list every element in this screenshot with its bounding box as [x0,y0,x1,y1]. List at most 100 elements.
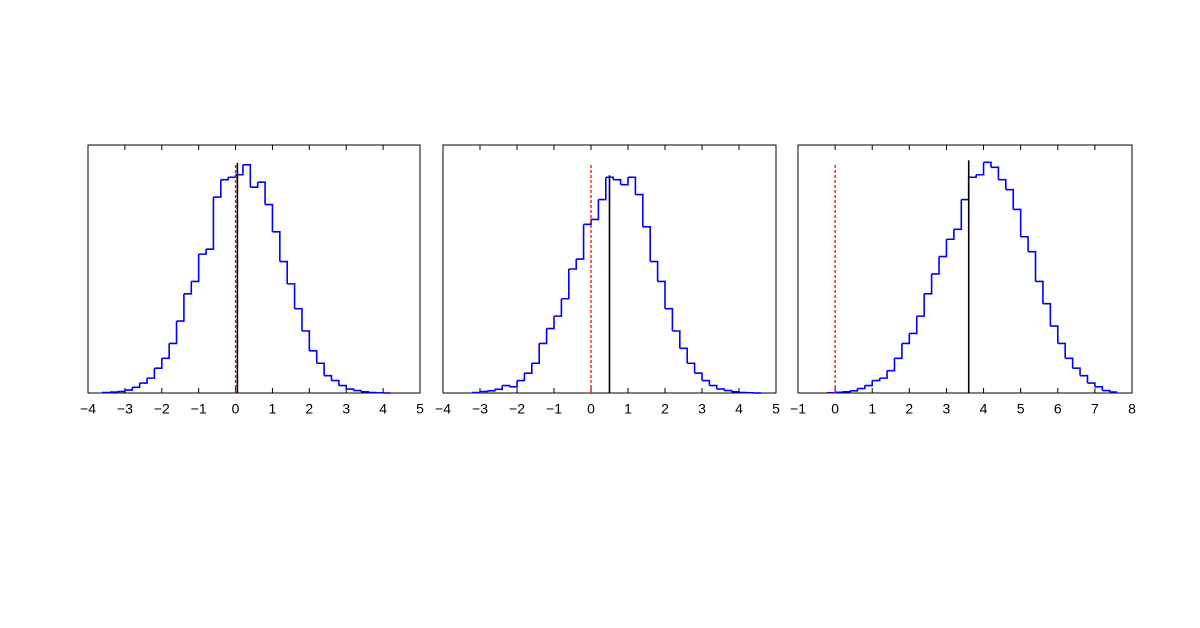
histogram-step [642,226,651,262]
x-tick-label: 1 [269,401,277,417]
x-tick-label: −3 [117,401,133,417]
histogram-step [1072,367,1081,376]
histogram-step [946,229,955,241]
histogram-step [909,316,918,335]
histogram-step [539,328,548,345]
x-tick-label: 6 [1054,401,1062,417]
x-tick-label: 0 [587,401,595,417]
x-tick-label: 4 [735,401,743,417]
histogram-step [1094,386,1104,391]
x-tick-label: −2 [154,401,170,417]
x-tick-label: 3 [342,401,350,417]
histogram-step [826,391,836,394]
histogram-step [1080,374,1089,384]
histogram-step [242,164,252,188]
x-tick-label: −1 [790,401,806,417]
histogram-step [228,174,237,179]
histogram-step [1065,357,1074,369]
x-tick-label: 5 [416,401,424,417]
histogram-step [998,178,1007,190]
histogram-step [894,343,903,360]
x-tick-label: −4 [80,401,96,417]
x-tick-label: 3 [698,401,706,417]
x-tick-label: 8 [1128,401,1136,417]
x-tick-label: 2 [661,401,669,417]
histogram-step [849,388,859,392]
histogram-step [583,219,592,226]
x-tick-label: 0 [831,401,839,417]
histogram-step [709,384,718,390]
histogram-step [724,389,733,392]
x-tick-label: 2 [905,401,913,417]
histogram-step [665,307,674,331]
histogram-step [620,177,629,186]
histogram-step [1050,325,1059,344]
histogram-step [731,390,740,393]
histogram-step [206,197,215,250]
histogram-step [338,384,348,390]
histogram-step [1087,382,1096,387]
histogram-step [198,249,207,255]
histogram-step [161,343,170,360]
plot-frame [797,144,1133,394]
histogram-step [657,280,666,309]
x-tick-label: −3 [472,401,488,417]
histogram-step [961,177,970,201]
x-tick-label: 1 [624,401,632,417]
histogram-step [353,389,362,392]
x-tick-label: 2 [305,401,313,417]
histogram-step [842,390,851,393]
histogram-step [561,269,570,300]
histogram-step [531,343,540,365]
histogram-step [480,390,489,393]
histogram-step [901,333,911,345]
histogram-step [968,174,977,179]
histogram-step [879,370,888,379]
histogram-step [953,199,963,231]
histogram-step [568,259,577,270]
histogram-step [1013,208,1022,237]
histogram-step [1020,235,1029,252]
histogram-step [176,293,185,322]
histogram-step [132,383,141,389]
histogram-step [117,390,126,393]
histogram-step [1028,250,1037,282]
x-tick-label: −2 [509,401,525,417]
x-tick-label: 3 [943,401,951,417]
histogram-step [976,162,985,176]
x-tick-label: 4 [379,401,387,417]
histogram-step [324,374,333,381]
histogram-step [694,372,703,381]
x-tick-label: 4 [980,401,988,417]
histogram-step [250,182,259,188]
histogram-step [265,203,274,232]
histogram-step [1042,302,1052,327]
histogram-step [139,378,148,384]
histogram-step [287,283,296,309]
x-tick-label: 0 [232,401,240,417]
histogram-step [309,350,318,364]
x-tick-label: −1 [191,401,207,417]
histogram-step [502,384,511,387]
x-tick-label: −1 [546,401,562,417]
histogram-step [591,199,600,221]
x-tick-label: −4 [435,401,451,417]
histogram-step [169,321,178,345]
histogram-step [294,307,303,331]
histogram-step [101,391,111,394]
histogram-step [931,256,940,275]
histogram-step [1035,280,1044,304]
histogram-step [494,385,503,391]
histogram-step [154,358,163,369]
histogram-step [147,368,156,379]
histogram-step [983,161,992,168]
histogram-step [183,281,193,295]
histogram-step [346,388,355,391]
histogram-step [687,362,696,374]
histogram-step [1102,389,1111,393]
histogram-step [213,179,222,198]
histogram-step [471,391,481,394]
histogram-step [613,178,622,185]
x-tick-label: 5 [1017,401,1025,417]
